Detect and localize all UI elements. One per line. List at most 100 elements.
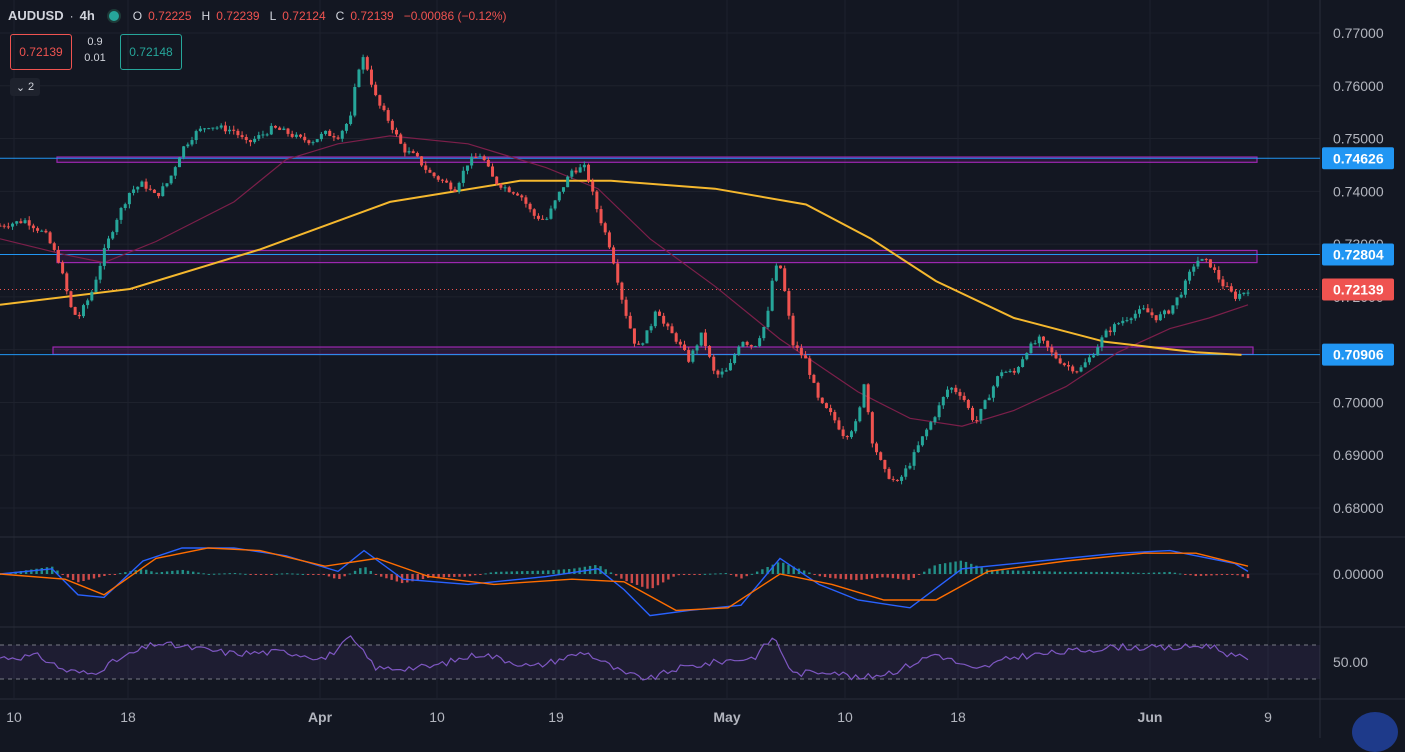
macd-histogram-bar xyxy=(1032,571,1036,574)
macd-histogram-bar xyxy=(223,573,226,575)
candle-body xyxy=(716,370,720,375)
candle-body xyxy=(1096,347,1100,356)
macd-histogram-bar xyxy=(1184,574,1187,575)
macd-histogram-bar xyxy=(1131,572,1135,574)
candle-body xyxy=(307,140,311,144)
macd-histogram-bar xyxy=(1043,571,1046,574)
candle-body xyxy=(420,156,424,166)
macd-histogram-bar xyxy=(735,574,738,577)
candle-body xyxy=(98,265,102,280)
candle-body xyxy=(1054,352,1058,359)
candle-body xyxy=(804,355,808,359)
candle-body xyxy=(1100,337,1104,348)
indicators-collapse-button[interactable]: ⌄ 2 xyxy=(10,78,40,96)
macd-histogram-bar xyxy=(541,570,545,574)
macd-histogram-bar xyxy=(813,574,816,575)
macd-histogram-bar xyxy=(677,574,681,576)
candle-body xyxy=(278,127,282,130)
candle-body xyxy=(311,142,315,144)
macd-histogram-bar xyxy=(505,571,508,574)
time-axis-label: 18 xyxy=(950,709,966,725)
macd-histogram-bar xyxy=(61,574,64,575)
candle-body xyxy=(1025,353,1029,360)
open-label: O xyxy=(132,8,143,23)
candle-body xyxy=(937,405,941,418)
candle-body xyxy=(390,120,394,130)
macd-histogram-bar xyxy=(254,574,258,575)
candle-body xyxy=(290,133,294,137)
candle-body xyxy=(90,291,94,301)
macd-histogram-bar xyxy=(207,573,211,575)
candle-body xyxy=(81,305,85,317)
macd-histogram-bar xyxy=(447,574,451,578)
macd-histogram-bar xyxy=(729,574,733,575)
candle-body xyxy=(724,370,728,372)
candle-body xyxy=(1200,258,1204,261)
candle-body xyxy=(578,167,582,173)
macd-histogram-bar xyxy=(990,569,994,574)
candle-body xyxy=(248,139,252,143)
candle-body xyxy=(891,478,895,480)
macd-histogram-bar xyxy=(500,571,503,574)
candle-body xyxy=(1246,292,1250,294)
candle-body xyxy=(812,374,816,383)
macd-histogram-bar xyxy=(614,574,618,576)
candle-body xyxy=(1179,294,1183,298)
macd-histogram-bar xyxy=(348,573,352,575)
macd-histogram-bar xyxy=(1137,572,1140,574)
macd-histogram-bar xyxy=(876,574,879,578)
price-axis-label: 0.77000 xyxy=(1333,25,1384,41)
macd-histogram-bar xyxy=(1074,571,1077,574)
interval-label[interactable]: 4h xyxy=(79,8,95,23)
macd-histogram-bar xyxy=(280,573,284,575)
candle-body xyxy=(411,151,415,154)
macd-histogram-bar xyxy=(1126,572,1130,574)
macd-histogram-bar xyxy=(71,574,75,580)
price-level-label: 0.72804 xyxy=(1333,246,1384,262)
macd-histogram-bar xyxy=(332,574,336,579)
macd-histogram-bar xyxy=(56,570,59,574)
macd-histogram-bar xyxy=(1178,573,1182,575)
macd-histogram-bar xyxy=(1189,574,1192,576)
macd-histogram-bar xyxy=(1022,570,1025,574)
candle-body xyxy=(753,346,757,348)
candle-body xyxy=(1058,358,1062,364)
candle-body xyxy=(971,407,975,421)
candle-body xyxy=(177,157,181,168)
buy-button[interactable]: 0.72148 xyxy=(120,34,182,70)
candle-body xyxy=(115,219,119,233)
candle-body xyxy=(574,170,578,173)
candle-body xyxy=(783,268,787,292)
symbol-name[interactable]: AUDUSD xyxy=(8,8,64,23)
candle-body xyxy=(182,146,186,158)
macd-histogram-bar xyxy=(928,568,931,574)
candle-body xyxy=(207,128,211,130)
candle-body xyxy=(582,164,586,168)
macd-histogram-bar xyxy=(176,570,179,574)
candle-body xyxy=(1004,371,1008,373)
current-price-tag xyxy=(1322,278,1394,301)
macd-histogram-bar xyxy=(192,571,195,574)
candle-body xyxy=(107,238,111,249)
rsi-line xyxy=(0,635,1249,681)
sell-button[interactable]: 0.72139 xyxy=(10,34,72,70)
candle-body xyxy=(799,347,803,356)
macd-histogram-bar xyxy=(51,566,54,574)
candle-body xyxy=(1192,266,1196,272)
candle-body xyxy=(1188,271,1192,281)
candle-body xyxy=(1213,267,1217,270)
candle-body xyxy=(570,170,574,177)
candle-body xyxy=(445,180,449,183)
candle-body xyxy=(344,123,348,131)
macd-histogram-bar xyxy=(688,574,691,575)
high-label: H xyxy=(201,8,211,23)
macd-histogram-bar xyxy=(578,567,581,574)
candle-body xyxy=(340,130,344,139)
macd-histogram-bar xyxy=(265,574,268,575)
macd-histogram-bar xyxy=(1048,571,1051,574)
candle-body xyxy=(520,195,524,198)
candle-body xyxy=(945,389,949,397)
screenshot-icon[interactable] xyxy=(1352,712,1398,752)
